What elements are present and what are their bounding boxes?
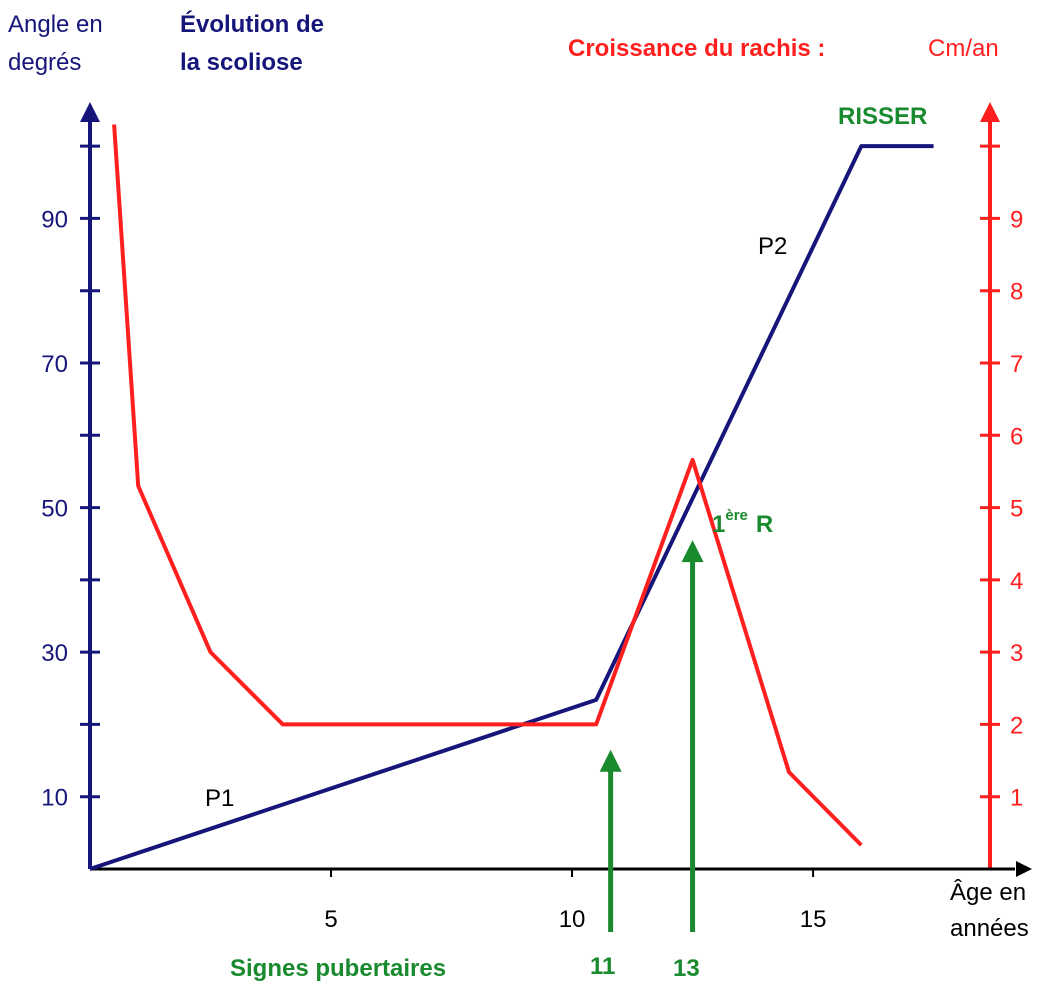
x-axis-label: années	[950, 915, 1029, 942]
first-risser-label: 1ère R	[712, 507, 773, 538]
first-risser-part: ère	[725, 507, 748, 524]
pubertal-label: Signes pubertaires	[230, 955, 446, 982]
phase-label: P1	[205, 785, 234, 812]
y2-tick-label: 9	[1010, 206, 1023, 233]
x-tick-label: 10	[559, 906, 586, 933]
y2-tick-label: 1	[1010, 785, 1023, 812]
y2-tick-label: 2	[1010, 712, 1023, 739]
age-label: 11	[590, 953, 615, 980]
x-tick-label: 15	[800, 906, 827, 933]
pubertal-arrowhead	[599, 749, 622, 772]
phase-label: P2	[758, 233, 787, 260]
y-tick-label: 50	[41, 496, 68, 523]
x-axis-arrow	[1016, 861, 1032, 877]
series-line	[112, 124, 863, 847]
y2-axis-label: Croissance du rachis :	[568, 35, 825, 62]
x-tick-label: 5	[324, 906, 337, 933]
y-tick-label: 70	[41, 351, 68, 378]
y2-axis-unit: Cm/an	[928, 35, 999, 62]
y-tick-label: 90	[41, 206, 68, 233]
series-line	[89, 144, 934, 871]
y-axis-label: degrés	[8, 49, 81, 76]
y-tick-label: 10	[41, 785, 68, 812]
y2-tick-label: 3	[1010, 640, 1023, 667]
first-risser-part: 1	[712, 511, 725, 538]
y2-tick-label: 4	[1010, 568, 1023, 595]
y-axis-arrow	[80, 102, 100, 122]
y-axis-label: Angle en	[8, 11, 103, 38]
risser-label: RISSER	[838, 103, 927, 130]
y2-tick-label: 7	[1010, 351, 1023, 378]
y-tick-label: 30	[41, 640, 68, 667]
x-axis-label: Âge en	[950, 879, 1026, 906]
y2-tick-label: 6	[1010, 423, 1023, 450]
age-label: 13	[673, 955, 700, 982]
chart-title: Évolution de	[180, 10, 324, 38]
chart-title: la scoliose	[180, 49, 303, 76]
y2-tick-label: 5	[1010, 496, 1023, 523]
y2-tick-label: 8	[1010, 279, 1023, 306]
y2-axis-arrow	[980, 102, 1000, 122]
first-risser-part: R	[756, 511, 773, 538]
pubertal-arrowhead	[681, 540, 704, 563]
